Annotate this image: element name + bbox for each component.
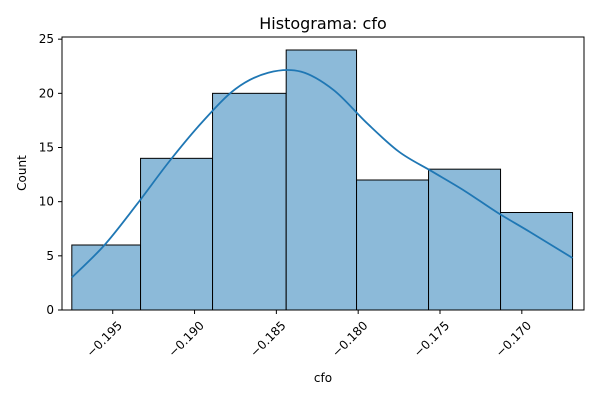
histogram-bar <box>356 179 430 311</box>
y-tick-label: 10 <box>39 195 54 209</box>
y-tick-label: 20 <box>39 86 54 100</box>
histogram-bar <box>500 212 574 311</box>
x-ticks-group: −0.195 −0.190 −0.185 −0.180 −0.175 −0.170 <box>84 310 534 360</box>
x-tick-label: −0.170 <box>493 318 534 359</box>
bars-group <box>71 49 574 311</box>
x-tick-label: −0.190 <box>166 318 207 359</box>
y-axis-label: Count <box>15 155 29 191</box>
kde-line <box>71 69 574 279</box>
kde-group <box>71 69 574 279</box>
x-axis-label: cfo <box>314 371 332 385</box>
histogram-bar <box>285 49 358 311</box>
y-tick-label: 25 <box>39 32 54 46</box>
histogram-bar <box>140 157 214 311</box>
histogram-bar <box>71 244 142 311</box>
histogram-bar <box>212 92 287 311</box>
y-ticks-group: 0 5 10 15 20 25 <box>39 32 62 317</box>
y-tick-label: 15 <box>39 141 54 155</box>
chart-title: Histograma: cfo <box>259 14 387 33</box>
y-tick-label: 0 <box>46 303 54 317</box>
x-tick-label: −0.185 <box>247 318 288 359</box>
x-tick-label: −0.195 <box>84 318 125 359</box>
histogram-bar <box>428 168 502 311</box>
plot-frame <box>61 36 585 311</box>
y-tick-label: 5 <box>46 249 54 263</box>
x-tick-label: −0.175 <box>411 318 452 359</box>
x-tick-label: −0.180 <box>329 318 370 359</box>
